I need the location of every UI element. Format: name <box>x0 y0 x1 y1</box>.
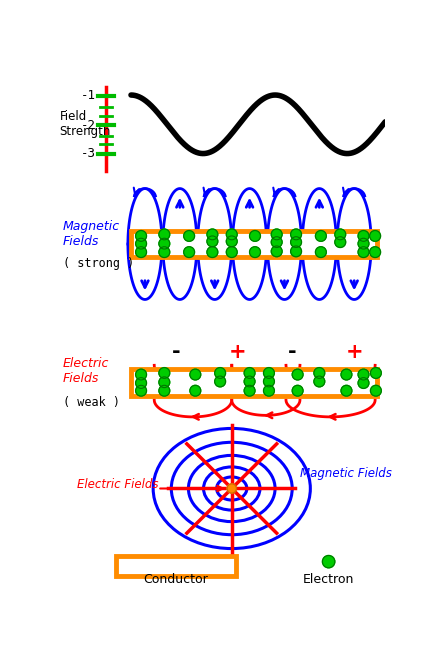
Circle shape <box>226 247 237 257</box>
Circle shape <box>136 378 146 389</box>
Circle shape <box>291 237 301 247</box>
Text: Electric Fields: Electric Fields <box>77 478 158 491</box>
Circle shape <box>215 376 226 387</box>
Circle shape <box>159 377 170 388</box>
Circle shape <box>322 555 335 567</box>
Text: -: - <box>288 342 297 362</box>
Circle shape <box>250 247 260 257</box>
Circle shape <box>358 230 369 241</box>
Circle shape <box>184 247 195 257</box>
Text: +: + <box>229 342 247 362</box>
Circle shape <box>314 368 325 379</box>
Circle shape <box>341 369 352 380</box>
Circle shape <box>159 229 170 240</box>
Circle shape <box>159 385 170 396</box>
Circle shape <box>335 229 346 240</box>
Text: +: + <box>345 342 363 362</box>
Circle shape <box>271 229 282 240</box>
Bar <box>116 556 236 576</box>
Circle shape <box>136 239 146 249</box>
Text: Electric
Fields: Electric Fields <box>63 358 109 385</box>
Circle shape <box>190 385 201 396</box>
Circle shape <box>371 385 381 396</box>
Circle shape <box>358 369 369 380</box>
Text: Field
Strength: Field Strength <box>59 111 111 138</box>
Circle shape <box>159 368 170 379</box>
Circle shape <box>136 247 146 257</box>
Text: -: - <box>172 342 180 362</box>
Text: -1: -1 <box>81 89 96 103</box>
Bar <box>131 230 377 257</box>
Circle shape <box>136 385 146 396</box>
Circle shape <box>264 385 274 396</box>
Circle shape <box>159 247 170 257</box>
Circle shape <box>226 236 237 247</box>
Circle shape <box>271 246 282 257</box>
Circle shape <box>207 229 218 240</box>
Circle shape <box>264 368 274 379</box>
Circle shape <box>315 247 326 257</box>
Text: Conductor: Conductor <box>143 573 208 586</box>
Circle shape <box>244 368 255 379</box>
Circle shape <box>358 378 369 389</box>
Circle shape <box>184 230 195 241</box>
Bar <box>131 369 377 396</box>
Circle shape <box>271 237 282 247</box>
Circle shape <box>370 247 380 257</box>
Circle shape <box>315 230 326 241</box>
Circle shape <box>335 237 346 247</box>
Circle shape <box>371 368 381 379</box>
Circle shape <box>264 376 274 387</box>
Text: Magnetic
Fields: Magnetic Fields <box>63 220 120 249</box>
Circle shape <box>190 369 201 380</box>
Circle shape <box>226 229 237 240</box>
Text: ( weak ): ( weak ) <box>63 396 120 409</box>
Text: -3: -3 <box>81 147 96 160</box>
Circle shape <box>159 239 170 249</box>
Circle shape <box>250 230 260 241</box>
Text: ( strong ): ( strong ) <box>63 257 134 270</box>
Circle shape <box>370 230 380 241</box>
Circle shape <box>136 230 146 241</box>
Circle shape <box>292 385 303 396</box>
Circle shape <box>291 246 301 257</box>
Circle shape <box>358 247 369 257</box>
Circle shape <box>291 229 301 240</box>
Circle shape <box>292 369 303 380</box>
Text: Electron: Electron <box>303 573 354 586</box>
Circle shape <box>341 385 352 396</box>
Circle shape <box>207 247 218 257</box>
Circle shape <box>207 236 218 247</box>
Circle shape <box>314 376 325 387</box>
Text: Magnetic Fields: Magnetic Fields <box>300 466 392 480</box>
Text: -2: -2 <box>81 119 96 131</box>
Circle shape <box>215 368 226 379</box>
Circle shape <box>244 376 255 387</box>
Circle shape <box>244 385 255 396</box>
Circle shape <box>136 369 146 380</box>
Circle shape <box>358 239 369 249</box>
Circle shape <box>227 484 236 493</box>
